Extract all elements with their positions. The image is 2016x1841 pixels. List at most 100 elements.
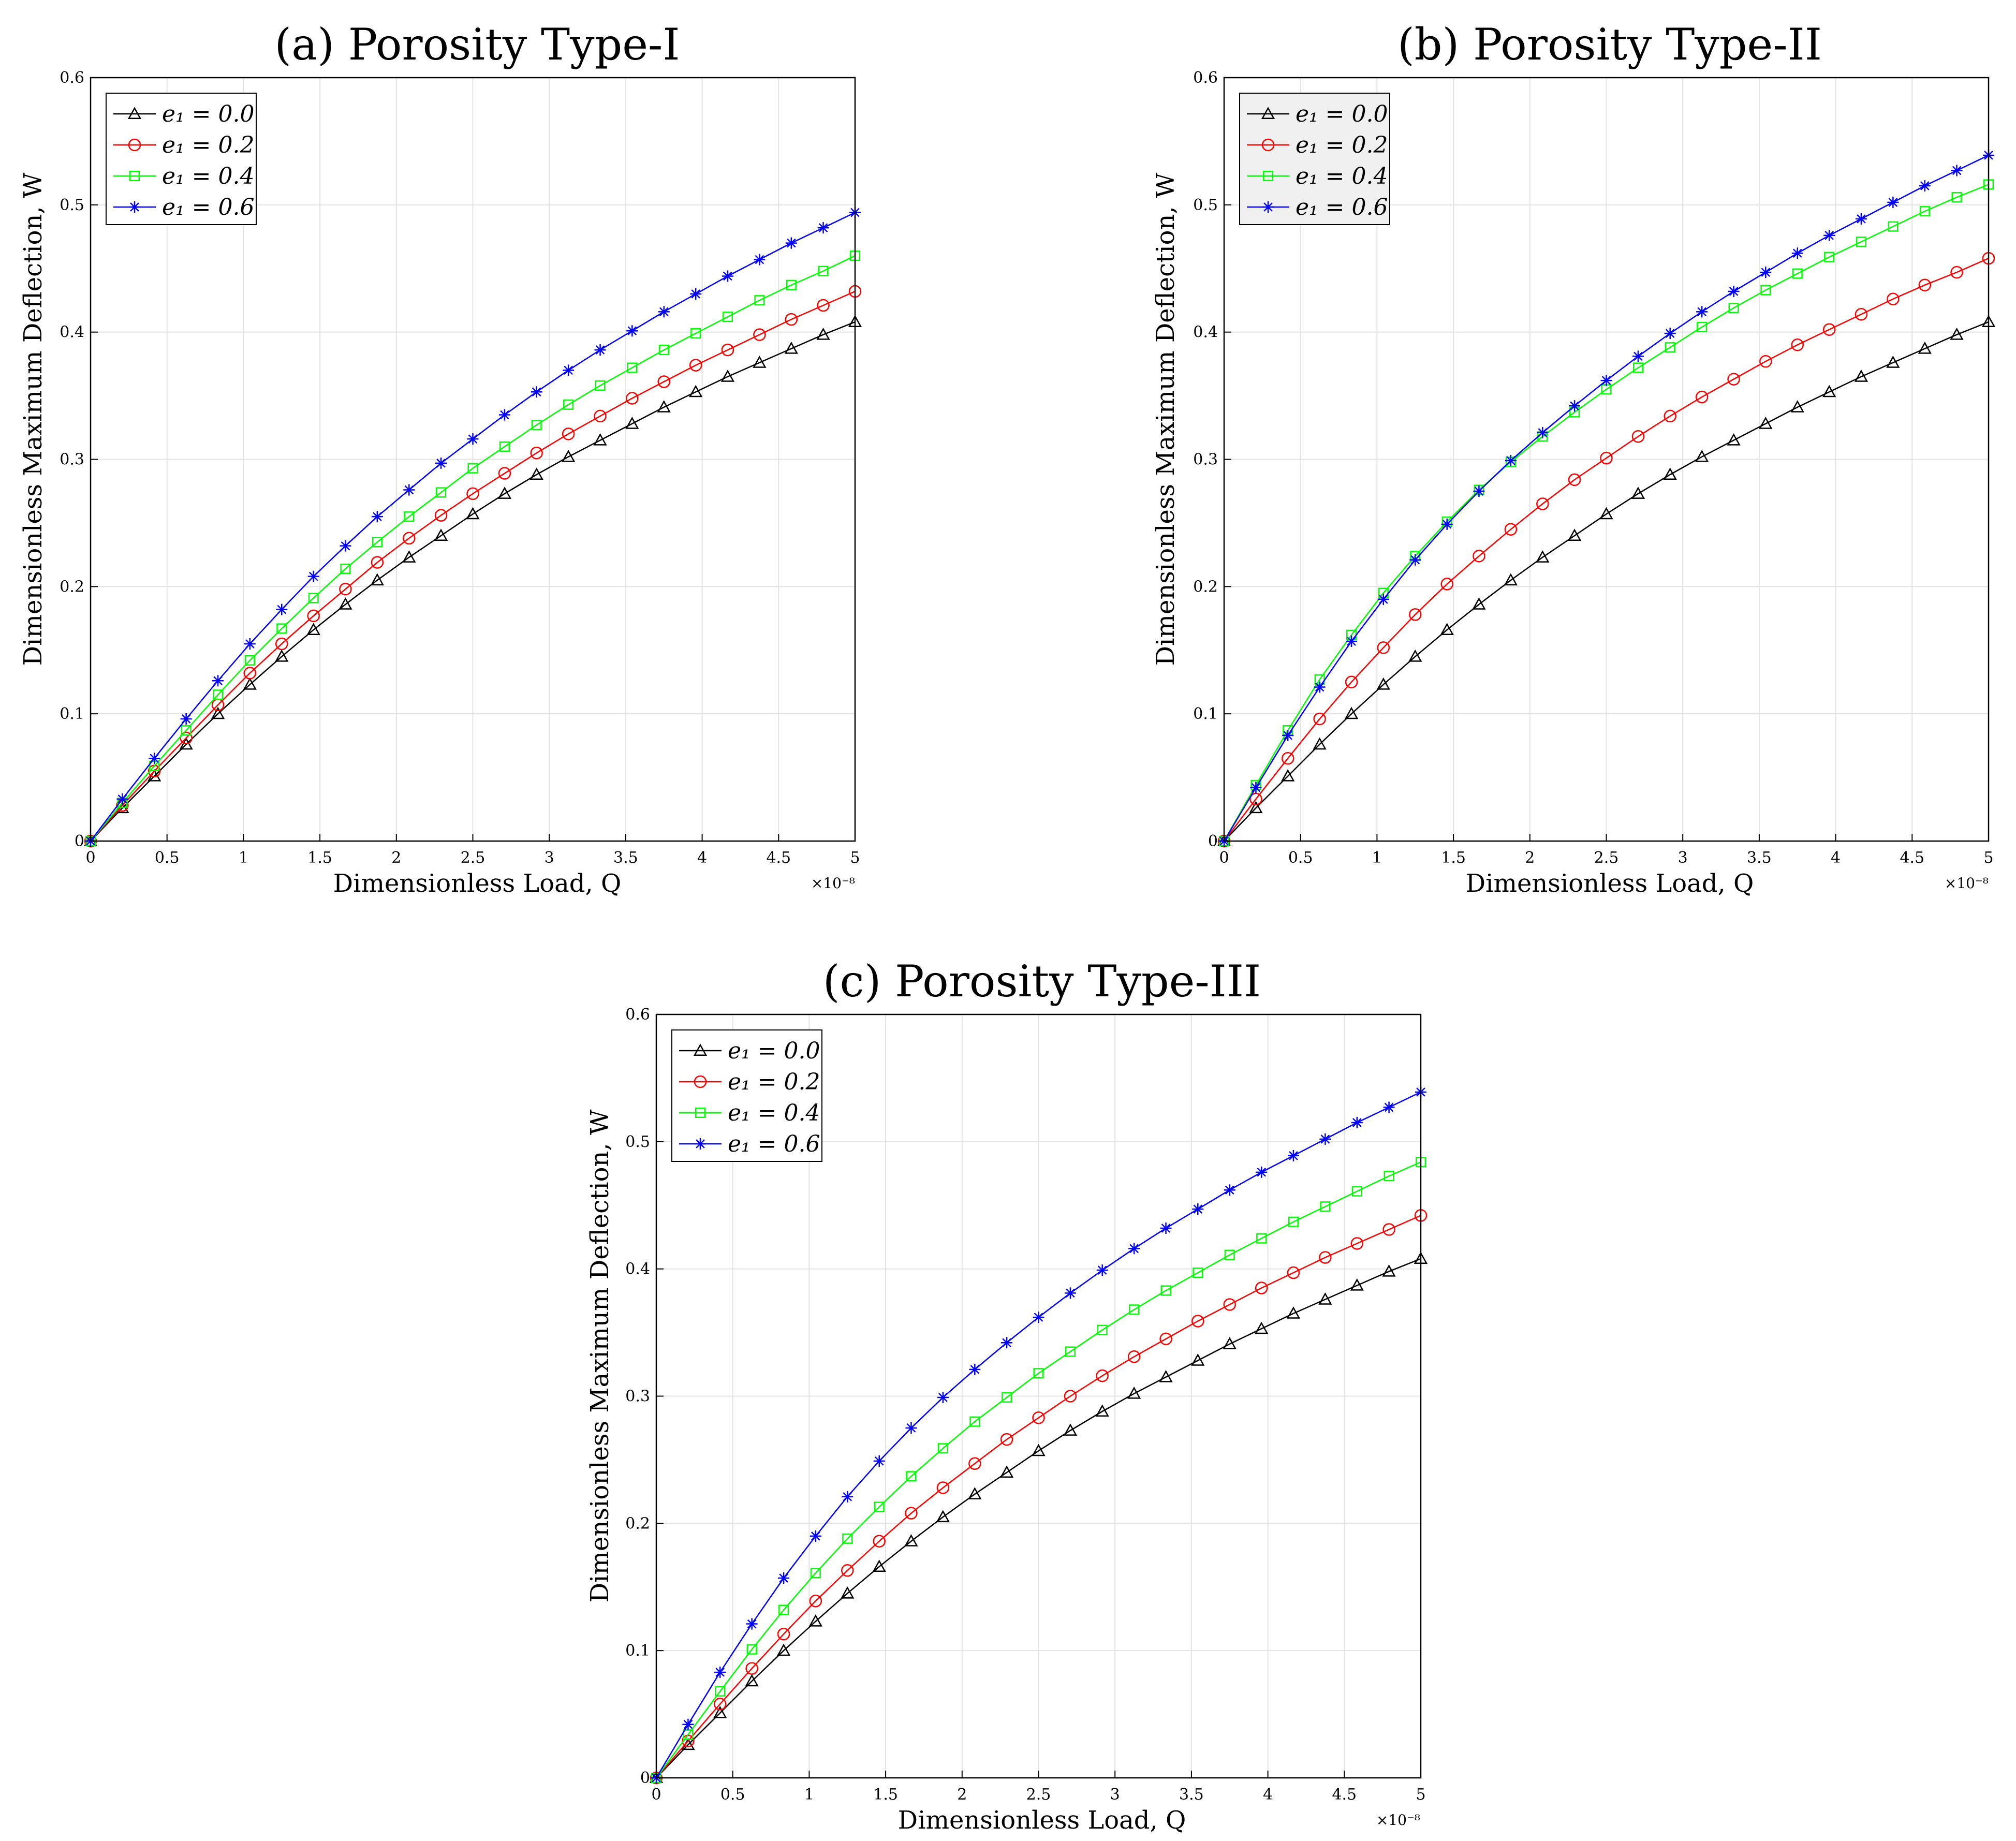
data-point	[467, 463, 478, 474]
y-tick-label: 0.2	[1193, 578, 1218, 596]
data-point	[402, 550, 416, 563]
data-point	[658, 306, 670, 318]
data-point	[1886, 356, 1900, 368]
data-point	[1631, 430, 1645, 443]
data-point	[1193, 1267, 1203, 1278]
legend-entry: e₁ = 0.2	[728, 1069, 820, 1095]
data-point	[1345, 675, 1358, 688]
data-point	[1856, 237, 1866, 247]
x-axis-exponent: ×10⁻⁸	[1376, 1811, 1420, 1829]
x-tick-label: 5	[1416, 1786, 1425, 1804]
data-point	[1064, 1287, 1076, 1299]
series-line	[1224, 257, 1989, 842]
data-point	[371, 511, 383, 523]
data-point	[181, 725, 192, 736]
x-tick-label: 5	[850, 849, 860, 867]
data-point	[1000, 1433, 1013, 1446]
y-tick-label: 0.4	[1193, 323, 1218, 342]
legend-marker	[129, 170, 140, 182]
data-point	[1855, 213, 1867, 225]
x-tick-label: 2.5	[461, 849, 485, 867]
data-point	[1887, 196, 1899, 208]
data-point	[340, 540, 351, 552]
data-point	[1192, 1203, 1204, 1215]
data-point	[1287, 1266, 1300, 1279]
data-point	[873, 1455, 885, 1467]
data-point	[785, 237, 797, 249]
data-point	[1791, 247, 1803, 259]
data-point	[372, 537, 382, 548]
legend-entry: e₁ = 0.4	[162, 163, 255, 189]
data-point	[595, 380, 606, 391]
data-point	[1223, 1337, 1237, 1349]
data-point	[529, 467, 543, 480]
y-tick-label: 0	[75, 832, 84, 850]
data-point	[1537, 426, 1549, 438]
data-point	[1409, 554, 1421, 566]
data-point	[1191, 1315, 1204, 1328]
data-point	[1350, 1237, 1364, 1250]
y-tick-label: 0.1	[60, 705, 84, 723]
data-point	[1255, 1321, 1269, 1334]
data-point	[403, 532, 416, 545]
data-point	[1951, 165, 1963, 176]
data-point	[1759, 355, 1772, 368]
data-point	[690, 288, 702, 300]
data-point	[403, 484, 415, 496]
data-point	[306, 623, 320, 635]
plot-area: 0 0.5 1 1.5 2 2.5 3 3.5 4 4.5 5 0 0.1 0.2 0.3 0.4 0.5 0.6…	[1193, 69, 1996, 867]
x-tick-label: 4.5	[1900, 849, 1924, 867]
data-point	[627, 362, 638, 373]
data-point	[1032, 1411, 1045, 1424]
axes-frame	[90, 77, 856, 842]
legend-entry: e₁ = 0.0	[728, 1038, 820, 1064]
data-point	[243, 667, 257, 680]
data-point	[1281, 752, 1294, 765]
series-line	[656, 1215, 1421, 1778]
x-tick-label: 0.5	[720, 1786, 745, 1804]
legend-entry: e₁ = 0.0	[1296, 101, 1388, 127]
data-point	[754, 254, 766, 266]
data-point	[1351, 1186, 1362, 1197]
data-point	[149, 753, 160, 764]
data-point	[1377, 641, 1390, 654]
x-tick-label: 3	[1110, 1786, 1120, 1804]
data-point	[1759, 417, 1773, 429]
data-point	[1568, 473, 1581, 487]
data-point	[1249, 801, 1263, 814]
data-point	[1600, 451, 1613, 465]
legend-marker	[127, 107, 142, 120]
legend-marker	[695, 1107, 706, 1118]
series	[85, 251, 861, 847]
data-point	[1160, 1223, 1172, 1234]
data-point	[1377, 593, 1389, 605]
x-tick-label: 1	[804, 1786, 814, 1804]
data-point	[1790, 400, 1804, 413]
legend: e₁ = 0.0 e₁ = 0.2 e₁ = 0.4 e₁ = 0.6	[1239, 93, 1390, 225]
y-tick-label: 0.6	[1193, 69, 1218, 87]
data-point	[1695, 390, 1709, 404]
x-tick-label: 2	[391, 849, 401, 867]
data-point	[1159, 1370, 1173, 1382]
data-point	[1256, 1166, 1268, 1178]
data-point	[1282, 729, 1294, 741]
data-point	[1727, 433, 1741, 446]
data-point	[626, 392, 639, 405]
data-point	[1823, 229, 1835, 241]
data-point	[816, 328, 830, 340]
data-point	[499, 441, 510, 452]
legend: e₁ = 0.0 e₁ = 0.2 e₁ = 0.4 e₁ = 0.6	[671, 1029, 822, 1162]
legend-marker	[695, 1138, 706, 1150]
data-point	[689, 359, 702, 372]
y-tick-label: 0.2	[60, 578, 84, 596]
data-point	[1344, 706, 1359, 719]
data-point	[1191, 1353, 1205, 1366]
legend-marker	[694, 1075, 707, 1088]
data-point	[340, 563, 351, 574]
data-point	[1665, 342, 1675, 353]
data-point	[714, 1666, 726, 1678]
legend-marker	[693, 1043, 708, 1056]
data-point	[1255, 1282, 1268, 1294]
data-point	[810, 1568, 821, 1579]
data-point	[1760, 285, 1771, 296]
